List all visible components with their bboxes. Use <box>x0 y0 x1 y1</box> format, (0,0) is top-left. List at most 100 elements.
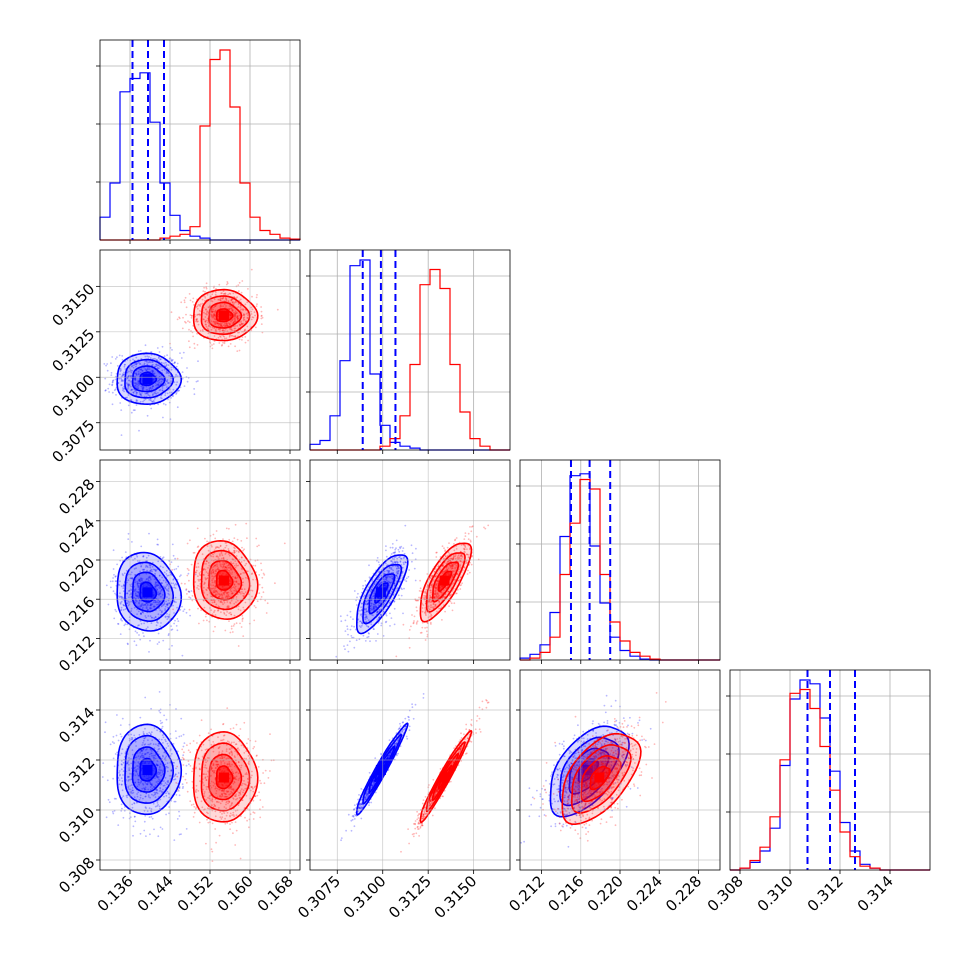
scatter-point <box>193 388 195 390</box>
scatter-point <box>230 343 232 345</box>
scatter-point <box>157 835 159 837</box>
scatter-point <box>157 544 159 546</box>
scatter-point <box>256 303 258 305</box>
scatter-point <box>203 620 205 622</box>
scatter-point <box>213 631 215 633</box>
scatter-point <box>442 545 444 547</box>
scatter-point <box>121 355 123 357</box>
scatter-point <box>140 833 142 835</box>
scatter-point <box>385 545 387 547</box>
scatter-point <box>350 629 352 631</box>
scatter-point <box>108 604 110 606</box>
scatter-point <box>186 593 188 595</box>
scatter-point <box>109 801 111 803</box>
scatter-point <box>150 816 152 818</box>
scatter-point <box>106 585 108 587</box>
scatter-point <box>228 346 230 348</box>
scatter-point <box>284 543 286 545</box>
scatter-point <box>235 524 237 526</box>
scatter-point <box>206 541 208 543</box>
scatter-point <box>160 720 162 722</box>
scatter-point <box>112 403 114 405</box>
scatter-point <box>194 552 196 554</box>
scatter-point <box>368 564 370 566</box>
scatter-point <box>157 539 159 541</box>
scatter-point <box>186 367 188 369</box>
density-peak-blue <box>143 587 153 597</box>
scatter-point <box>469 572 471 574</box>
scatter-point <box>350 616 352 618</box>
scatter-point <box>174 569 176 571</box>
scatter-point <box>164 355 166 357</box>
scatter-point <box>254 605 256 607</box>
scatter-point <box>185 314 187 316</box>
scatter-point <box>352 618 354 620</box>
scatter-point <box>404 525 406 527</box>
scatter-point <box>415 580 417 582</box>
scatter-point <box>182 328 184 330</box>
scatter-point <box>140 546 142 548</box>
scatter-point <box>452 610 454 612</box>
scatter-point <box>111 356 113 358</box>
scatter-point <box>180 735 182 737</box>
scatter-point <box>113 379 115 381</box>
scatter-point <box>212 348 214 350</box>
scatter-point <box>133 409 135 411</box>
scatter-point <box>113 742 115 744</box>
scatter-point <box>231 625 233 627</box>
scatter-point <box>161 728 163 730</box>
scatter-point <box>470 530 472 532</box>
scatter-point <box>363 635 365 637</box>
scatter-point <box>187 543 189 545</box>
scatter-point <box>145 344 147 346</box>
scatter-point <box>236 350 238 352</box>
scatter-point <box>436 552 438 554</box>
scatter-point <box>398 594 400 596</box>
scatter-point <box>136 644 138 646</box>
scatter-point <box>105 721 107 723</box>
scatter-point <box>204 291 206 293</box>
scatter-point <box>171 349 173 351</box>
scatter-point <box>451 602 453 604</box>
scatter-point <box>182 610 184 612</box>
scatter-point <box>168 812 170 814</box>
scatter-point <box>424 627 426 629</box>
scatter-point <box>191 600 193 602</box>
scatter-point <box>116 356 118 358</box>
scatter-point <box>402 550 404 552</box>
scatter-point <box>177 319 179 321</box>
scatter-point <box>353 647 355 649</box>
scatter-point <box>188 591 190 593</box>
scatter-point <box>183 746 185 748</box>
scatter-point <box>239 350 241 352</box>
scatter-point <box>158 641 160 643</box>
scatter-point <box>113 590 115 592</box>
scatter-point <box>467 573 469 575</box>
scatter-point <box>159 691 161 693</box>
scatter-point <box>180 574 182 576</box>
scatter-point <box>206 282 208 284</box>
scatter-point <box>126 624 128 626</box>
scatter-point <box>403 624 405 626</box>
scatter-point <box>113 736 115 738</box>
scatter-point <box>396 540 398 542</box>
scatter-point <box>347 644 349 646</box>
scatter-point <box>104 378 106 380</box>
scatter-point <box>368 632 370 634</box>
scatter-point <box>483 527 485 529</box>
scatter-point <box>111 384 113 386</box>
scatter-point <box>180 301 182 303</box>
scatter-point <box>177 818 179 820</box>
scatter-point <box>353 626 355 628</box>
scatter-point <box>198 623 200 625</box>
scatter-point <box>203 287 205 289</box>
histogram-panel-3 <box>726 670 930 870</box>
scatter-point <box>184 299 186 301</box>
scatter-point <box>175 737 177 739</box>
scatter-point <box>414 616 416 618</box>
scatter-point <box>426 630 428 632</box>
scatter-point <box>256 546 258 548</box>
scatter-point <box>419 580 421 582</box>
scatter-point <box>177 363 179 365</box>
scatter-point <box>463 538 465 540</box>
